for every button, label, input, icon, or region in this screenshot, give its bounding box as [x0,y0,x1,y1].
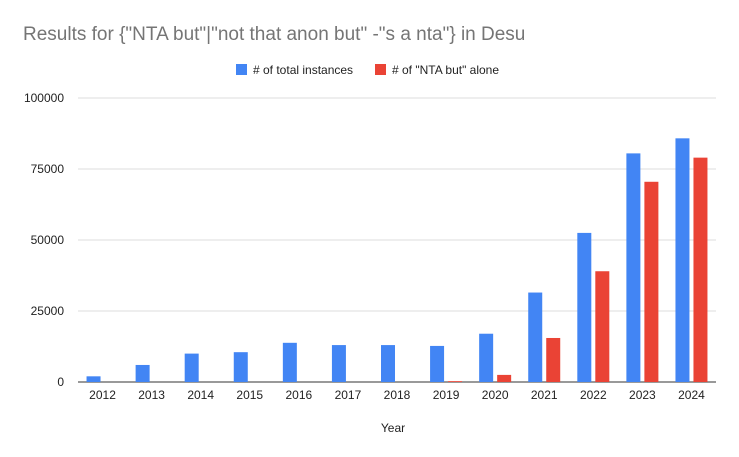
x-tick-label: 2023 [629,388,656,402]
bar-nta-but-2023 [644,181,659,382]
bar-total-2014 [184,353,199,382]
legend: # of total instances # of "NTA but" alone [236,63,499,77]
bars [86,138,708,382]
bar-nta-but-2022 [595,271,610,382]
bar-total-2020 [479,333,494,382]
legend-swatch [375,64,386,75]
bar-total-2013 [135,364,150,382]
legend-label: # of "NTA but" alone [392,63,499,77]
legend-swatch [236,64,247,75]
y-tick-label: 25000 [31,304,65,318]
bar-total-2017 [331,345,346,382]
gridlines [78,97,716,383]
bar-total-2019 [430,345,445,382]
y-tick-label: 75000 [31,162,65,176]
x-tick-label: 2018 [384,388,411,402]
bar-nta-but-2024 [693,157,708,382]
x-tick-label: 2020 [482,388,509,402]
y-tick-label: 100000 [24,91,64,105]
bar-total-2012 [86,376,101,382]
bar-total-2022 [577,232,592,382]
x-axis-label: Year [381,421,405,435]
bar-nta-but-2020 [497,374,512,382]
x-tick-label: 2022 [580,388,607,402]
x-tick-label: 2024 [678,388,705,402]
bar-total-2023 [626,153,641,382]
x-tick-label: 2017 [335,388,362,402]
bar-total-2015 [233,352,248,382]
y-tick-label: 0 [57,375,64,389]
bar-total-2021 [528,292,543,382]
bar-total-2016 [282,342,297,382]
x-tick-label: 2014 [187,388,214,402]
bar-total-2024 [675,138,690,382]
chart-title: Results for {"NTA but"|"not that anon bu… [23,24,526,45]
x-tick-label: 2013 [138,388,165,402]
bar-nta-but-2021 [546,337,561,382]
x-tick-label: 2019 [433,388,460,402]
x-tick-label: 2012 [89,388,116,402]
x-tick-label: 2016 [285,388,312,402]
legend-label: # of total instances [253,63,353,77]
x-tick-label: 2021 [531,388,558,402]
y-axis-ticks: 0 25000 50000 75000 100000 [24,91,64,389]
bar-total-2018 [381,345,395,382]
bar-nta-but-2019 [448,381,463,382]
y-tick-label: 50000 [31,233,65,247]
x-tick-label: 2015 [236,388,263,402]
x-axis-ticks: 2012 2013 2014 2015 2016 2017 2018 2019 2020 2021… [89,388,705,402]
